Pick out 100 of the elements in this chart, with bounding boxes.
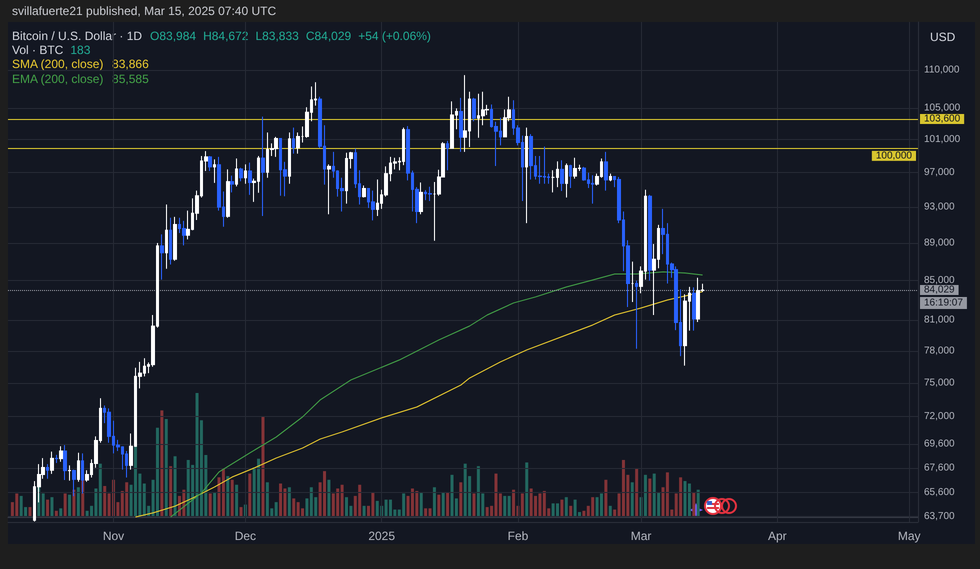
bar <box>156 428 159 517</box>
bar <box>402 493 406 517</box>
ref-line-label: 100,000 <box>876 150 912 162</box>
candlestick <box>248 162 252 196</box>
candlestick <box>59 446 63 462</box>
bar <box>648 478 652 517</box>
bar <box>235 484 238 517</box>
candlestick <box>50 451 54 474</box>
x-tick-label: Apr <box>768 529 787 543</box>
candlestick <box>327 164 331 215</box>
bar <box>415 490 418 517</box>
candlestick <box>450 100 454 149</box>
candlestick <box>591 174 594 204</box>
x-tick-label: Nov <box>102 529 124 543</box>
bar <box>596 497 599 517</box>
candlestick <box>239 167 243 182</box>
y-tick-label: 85,000 <box>924 275 956 286</box>
bar <box>450 474 454 517</box>
y-tick-label: 105,000 <box>924 102 961 114</box>
y-tick-label: 78,000 <box>924 345 956 356</box>
y-tick-label: 65,600 <box>924 486 956 498</box>
candlestick <box>63 444 67 480</box>
bar <box>230 480 234 517</box>
bar <box>20 496 23 517</box>
x-tick-label: Mar <box>630 529 652 543</box>
candlestick <box>226 168 230 218</box>
bar <box>213 492 216 517</box>
candlestick <box>402 127 405 166</box>
bar <box>310 487 313 517</box>
candlestick <box>428 186 432 202</box>
candlestick <box>560 160 564 192</box>
bar <box>164 419 168 517</box>
bar <box>50 497 54 517</box>
y-tick-label: 101,000 <box>924 134 961 146</box>
candlestick <box>472 97 476 122</box>
x-tick-label: May <box>898 529 921 543</box>
candlestick <box>274 136 278 158</box>
bar <box>274 502 278 517</box>
bar <box>288 487 291 517</box>
bar <box>358 484 362 517</box>
bar <box>208 493 212 517</box>
candlestick <box>525 127 528 224</box>
candlestick <box>371 190 375 221</box>
candlestick <box>635 280 638 350</box>
candlestick <box>55 454 58 464</box>
bar <box>644 474 647 517</box>
candlestick <box>165 204 168 270</box>
candlestick <box>46 464 49 480</box>
candlestick <box>68 464 71 482</box>
candlestick <box>288 132 291 184</box>
bar <box>174 456 177 517</box>
ref-line-label: 84,029 <box>924 284 956 296</box>
candlestick <box>173 216 177 262</box>
bar <box>28 507 32 517</box>
chart-title: Vol · BTC <box>12 43 64 57</box>
y-tick-label: 110,000 <box>924 64 960 76</box>
candlestick <box>235 158 238 187</box>
bar <box>327 480 330 517</box>
candlestick <box>631 261 634 303</box>
candlestick <box>648 194 652 282</box>
candlestick <box>261 116 265 216</box>
annotation: C84,029 <box>306 29 352 43</box>
bar <box>472 493 476 517</box>
bar <box>371 492 374 517</box>
bar <box>684 481 687 517</box>
bar <box>362 506 366 517</box>
candlestick <box>459 97 463 152</box>
bar <box>239 507 242 517</box>
bar <box>525 462 528 517</box>
bar <box>186 460 190 517</box>
candlestick <box>292 127 295 154</box>
candlestick <box>696 277 700 323</box>
candlestick <box>376 178 379 216</box>
bar <box>564 497 568 517</box>
y-tick-label: 72,000 <box>924 410 956 422</box>
bar <box>98 464 102 517</box>
candlestick <box>208 156 212 172</box>
text: svillafuerte21 published, Mar 15, 2025 07:40 UTC <box>12 4 276 18</box>
bar <box>464 464 467 517</box>
bar <box>76 487 80 517</box>
bar <box>600 493 603 517</box>
candlestick <box>604 151 608 192</box>
candlestick <box>213 158 216 184</box>
bar <box>442 492 445 517</box>
bar <box>226 476 230 517</box>
bar <box>552 503 555 517</box>
bar <box>512 490 516 517</box>
bar <box>336 488 340 517</box>
bar <box>569 506 572 517</box>
bar <box>696 490 700 517</box>
bar <box>432 487 436 517</box>
y-tick-label: 97,000 <box>924 167 956 178</box>
bar <box>574 500 577 517</box>
x-tick-label: Dec <box>234 529 256 543</box>
candlestick <box>244 164 247 184</box>
bar <box>420 492 423 517</box>
bar <box>437 494 440 517</box>
annotation: L83,833 <box>255 29 300 43</box>
candlestick <box>446 140 449 171</box>
candlestick <box>77 452 80 482</box>
